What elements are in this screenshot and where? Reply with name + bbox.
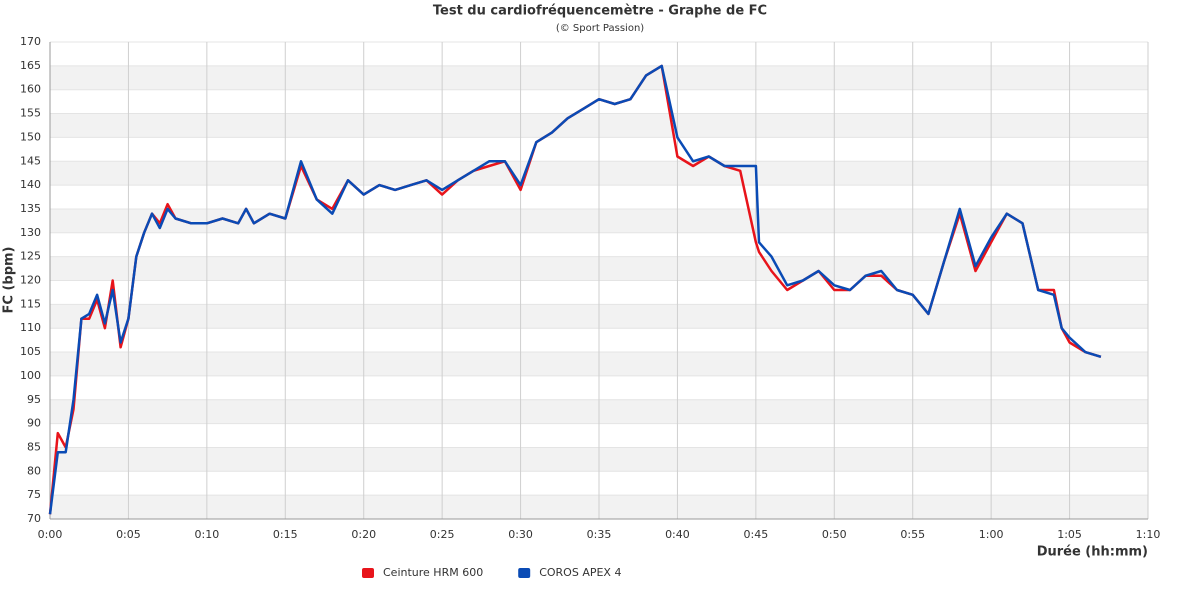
y-tick-label: 140 xyxy=(20,178,41,191)
y-tick-label: 135 xyxy=(20,202,41,215)
x-tick-label: 0:20 xyxy=(351,528,376,541)
y-axis-label: FC (bpm) xyxy=(2,247,17,314)
y-tick-label: 80 xyxy=(27,464,41,477)
x-tick-label: 1:00 xyxy=(979,528,1004,541)
x-tick-label: 1:05 xyxy=(1057,528,1082,541)
y-tick-label: 170 xyxy=(20,35,41,48)
series-line xyxy=(48,64,1102,515)
y-tick-label: 150 xyxy=(20,130,41,143)
legend-label: Ceinture HRM 600 xyxy=(383,566,483,579)
x-tick-label: 0:40 xyxy=(665,528,690,541)
x-tick-label: 0:35 xyxy=(587,528,612,541)
x-tick-label: 0:10 xyxy=(195,528,220,541)
y-tick-label: 100 xyxy=(20,369,41,382)
x-tick-label: 0:30 xyxy=(508,528,533,541)
y-tick-label: 105 xyxy=(20,345,41,358)
x-axis-label: Durée (hh:mm) xyxy=(1037,545,1148,560)
y-tick-label: 145 xyxy=(20,154,41,167)
x-tick-label: 1:10 xyxy=(1136,528,1161,541)
y-tick-label: 125 xyxy=(20,250,41,263)
x-tick-label: 0:50 xyxy=(822,528,847,541)
x-tick-label: 0:15 xyxy=(273,528,298,541)
y-tick-label: 160 xyxy=(20,83,41,96)
y-tick-label: 75 xyxy=(27,488,41,501)
legend-label: COROS APEX 4 xyxy=(539,566,621,579)
y-tick-label: 95 xyxy=(27,393,41,406)
y-tick-label: 70 xyxy=(27,512,41,525)
y-tick-label: 85 xyxy=(27,440,41,453)
y-tick-label: 130 xyxy=(20,226,41,239)
y-tick-label: 120 xyxy=(20,274,41,287)
x-tick-label: 0:25 xyxy=(430,528,455,541)
chart-title: Test du cardiofréquencemètre - Graphe de… xyxy=(433,4,767,19)
x-tick-label: 0:05 xyxy=(116,528,141,541)
y-tick-label: 110 xyxy=(20,321,41,334)
legend-swatch xyxy=(518,568,531,578)
x-tick-label: 0:45 xyxy=(744,528,769,541)
y-tick-label: 115 xyxy=(20,297,41,310)
y-tick-label: 155 xyxy=(20,107,41,120)
x-tick-label: 0:55 xyxy=(900,528,925,541)
y-tick-label: 165 xyxy=(20,59,41,72)
chart-subtitle: (© Sport Passion) xyxy=(556,23,644,34)
y-tick-label: 90 xyxy=(27,417,41,430)
legend-swatch xyxy=(362,568,374,578)
x-tick-label: 0:00 xyxy=(38,528,63,541)
